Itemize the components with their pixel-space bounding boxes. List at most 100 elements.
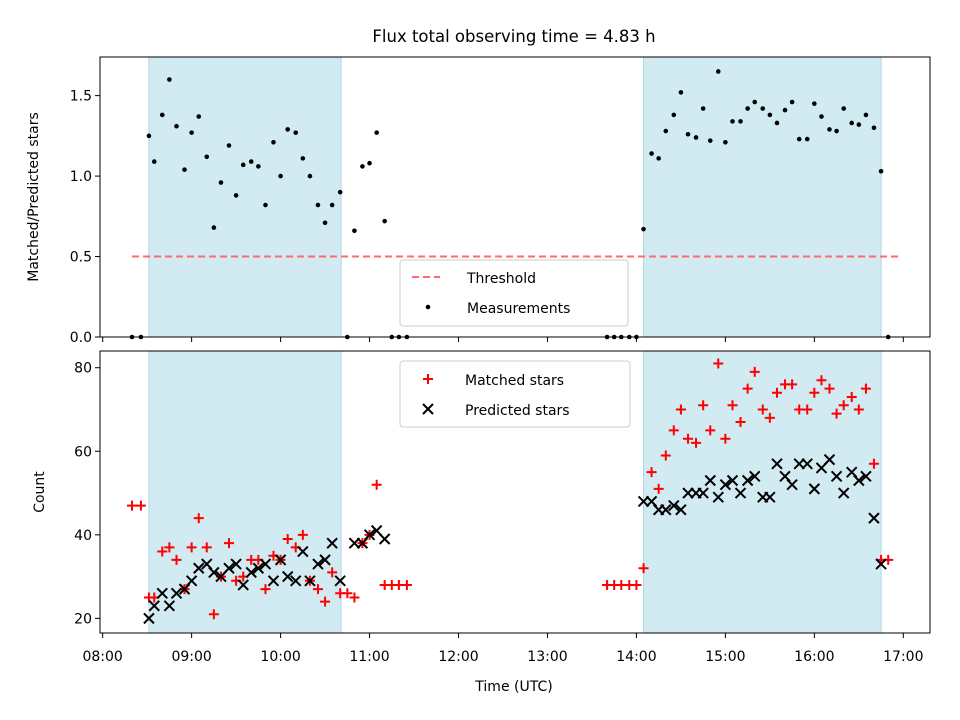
x-tick-label: 16:00	[794, 649, 834, 665]
bottom-markers	[127, 358, 894, 625]
x-axis-label: Time (UTC)	[474, 679, 552, 695]
measurement-point	[796, 136, 802, 142]
measurement-point	[367, 160, 372, 166]
matched-star-point	[675, 404, 686, 415]
top-shaded-spans	[148, 56, 882, 338]
bottom-panel: 20 40 60 80 08:00 09:00 10:00 11:00 12:00 13:00 1…	[32, 350, 931, 665]
measurement-point	[233, 193, 239, 198]
measurement-point	[767, 112, 773, 118]
measurement-point	[322, 220, 328, 226]
x-tick-label: 09:00	[171, 649, 211, 665]
measurement-point	[182, 167, 187, 172]
measurement-point	[856, 122, 862, 127]
x-tick-label: 10:00	[260, 649, 300, 665]
predicted-star-point	[223, 562, 235, 574]
x-tick-label: 08:00	[82, 649, 122, 665]
measurement-point	[374, 130, 379, 135]
legend-matched-swatch	[423, 374, 433, 384]
matched-star-point	[735, 417, 746, 428]
measurement-point	[715, 69, 721, 74]
measurement-point	[146, 133, 152, 139]
matched-star-point	[349, 592, 360, 603]
measurement-point	[723, 139, 728, 145]
legend-label-measurements: Measurements	[467, 301, 570, 317]
top-y-ticks: 0.0 0.5 1.0 1.5	[70, 89, 100, 346]
predicted-star-point	[875, 558, 887, 570]
matched-star-point	[713, 358, 724, 369]
predicted-star-point	[245, 566, 257, 579]
measurement-point	[804, 136, 810, 142]
measurement-point	[256, 164, 261, 169]
matched-star-point	[824, 383, 835, 394]
measurement-point	[263, 202, 268, 208]
predicted-star-point	[170, 587, 183, 600]
measurement-point	[738, 119, 743, 124]
measurement-point	[827, 127, 832, 132]
predicted-star-point	[193, 562, 205, 574]
predicted-star-point	[334, 575, 346, 587]
measurement-point	[293, 130, 299, 135]
predicted-star-point	[185, 575, 198, 587]
y-tick-label: 0.5	[70, 250, 92, 266]
predicted-star-point	[697, 487, 709, 499]
top-x-ticks	[102, 337, 904, 342]
matched-star-point	[787, 379, 798, 390]
matched-star-point	[312, 584, 323, 595]
measurement-point	[863, 112, 869, 118]
measurement-point	[678, 90, 684, 95]
top-axes-frame	[99, 56, 931, 338]
matched-star-point	[698, 400, 709, 411]
predicted-star-point	[312, 558, 324, 570]
matched-star-point	[164, 542, 175, 553]
measurement-point	[204, 154, 210, 160]
measurement-point	[226, 143, 232, 148]
measurement-point	[871, 125, 877, 131]
matched-star-point	[691, 437, 702, 448]
measurement-point	[663, 128, 669, 134]
measurement-point	[782, 107, 788, 113]
predicted-star-point	[267, 575, 280, 587]
bottom-y-ticks: 20 40 60 80	[74, 361, 100, 627]
x-tick-label: 12:00	[438, 649, 478, 665]
y-tick-label: 60	[74, 444, 92, 460]
matched-star-point	[771, 387, 782, 398]
x-tick-label: 15:00	[705, 649, 745, 665]
figure-title: Flux total observing time = 4.83 h	[372, 27, 655, 46]
bottom-y-axis-label: Count	[32, 471, 48, 513]
measurement-point	[849, 120, 855, 126]
predicted-star-point	[719, 478, 732, 491]
matched-star-point	[135, 500, 146, 511]
legend-label-matched: Matched stars	[465, 373, 564, 389]
predicted-star-point	[378, 533, 391, 545]
matched-star-point	[297, 529, 308, 540]
predicted-star-point	[143, 612, 155, 625]
measurement-point	[329, 202, 335, 208]
legend-label-predicted: Predicted stars	[465, 403, 570, 419]
measurement-point	[159, 112, 165, 118]
predicted-star-point	[290, 575, 302, 587]
matched-star-point	[171, 554, 182, 565]
matched-star-point	[757, 404, 768, 415]
measurement-point	[337, 189, 343, 195]
predicted-star-point	[156, 587, 168, 600]
predicted-star-point	[326, 537, 338, 549]
y-tick-label: 20	[74, 611, 92, 627]
y-tick-label: 1.0	[70, 169, 92, 185]
matched-star-point	[260, 584, 271, 595]
predicted-star-point	[808, 483, 821, 495]
matched-star-point	[631, 579, 642, 590]
matched-star-point	[802, 404, 813, 415]
measurement-point	[707, 138, 713, 143]
matched-star-point	[208, 609, 219, 620]
measurement-point	[307, 173, 313, 179]
predicted-star-point	[764, 491, 776, 503]
predicted-star-point	[237, 579, 249, 591]
measurement-point	[760, 106, 766, 111]
matched-star-point	[327, 567, 338, 578]
legend-predicted-swatch	[422, 403, 434, 415]
measurement-point	[271, 139, 276, 145]
x-tick-label: 14:00	[616, 649, 656, 665]
measurement-point	[218, 180, 224, 185]
matched-star-point	[157, 546, 168, 557]
